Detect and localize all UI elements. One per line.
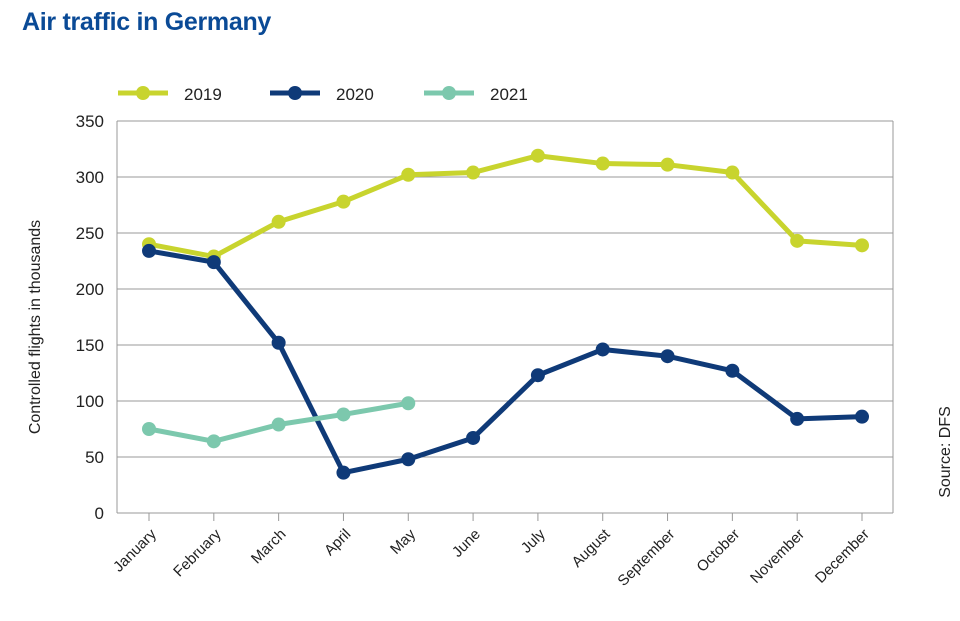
x-tick-label: October	[693, 526, 743, 576]
legend-marker-2019	[136, 86, 150, 100]
data-point-2019	[725, 165, 740, 180]
data-point-2021	[271, 417, 286, 432]
data-point-2019	[855, 238, 869, 253]
data-point-2020	[271, 335, 286, 350]
legend-label-2019: 2019	[184, 85, 222, 104]
data-point-2019	[466, 165, 481, 180]
y-tick-label: 150	[76, 336, 104, 355]
data-point-2019	[271, 214, 286, 229]
data-point-2020	[855, 409, 869, 424]
y-tick-label: 250	[76, 224, 104, 243]
x-tick-label: September	[614, 526, 678, 590]
y-tick-label: 100	[76, 392, 104, 411]
data-point-2021	[336, 407, 351, 422]
data-point-2019	[401, 167, 416, 182]
series-line-2019	[148, 153, 863, 260]
x-tick-label: June	[449, 526, 484, 561]
data-point-2020	[206, 255, 221, 270]
legend-label-2021: 2021	[490, 85, 528, 104]
data-point-2019	[336, 194, 351, 209]
y-tick-label: 0	[95, 504, 104, 523]
x-tick-label: February	[170, 525, 225, 580]
data-point-2021	[401, 396, 416, 411]
x-tick-label: January	[110, 525, 160, 575]
data-point-2020	[401, 452, 416, 467]
legend-marker-2020	[288, 86, 302, 100]
data-point-2019	[790, 233, 805, 248]
data-point-2019	[595, 156, 610, 171]
chart-title: Air traffic in Germany	[22, 8, 272, 36]
data-point-2019	[530, 148, 545, 163]
source-note: Source: DFS	[937, 406, 954, 498]
x-tick-label: November	[747, 526, 808, 587]
data-point-2020	[660, 349, 675, 364]
x-tick-label: April	[321, 526, 354, 559]
data-point-2020	[530, 368, 545, 383]
data-point-2021	[142, 422, 156, 436]
data-point-2020	[466, 430, 481, 445]
y-tick-label: 350	[76, 112, 104, 131]
data-point-2020	[142, 243, 156, 258]
x-tick-label: July	[518, 525, 549, 556]
x-tick-label: December	[812, 526, 873, 587]
data-point-2020	[595, 342, 610, 357]
y-axis-label: Controlled flights in thousands	[27, 220, 44, 434]
legend-marker-2021	[442, 86, 456, 100]
data-point-2020	[790, 411, 805, 426]
data-point-2020	[336, 465, 351, 480]
y-tick-label: 50	[85, 448, 104, 467]
x-tick-label: May	[387, 525, 419, 557]
data-point-2020	[725, 363, 740, 378]
y-tick-label: 200	[76, 280, 104, 299]
y-tick-label: 300	[76, 168, 104, 187]
data-point-2021	[206, 434, 221, 449]
data-point-2019	[660, 157, 675, 172]
legend-label-2020: 2020	[336, 85, 374, 104]
x-tick-label: March	[248, 526, 289, 567]
x-tick-label: August	[569, 525, 615, 571]
series-line-2020	[148, 248, 863, 476]
